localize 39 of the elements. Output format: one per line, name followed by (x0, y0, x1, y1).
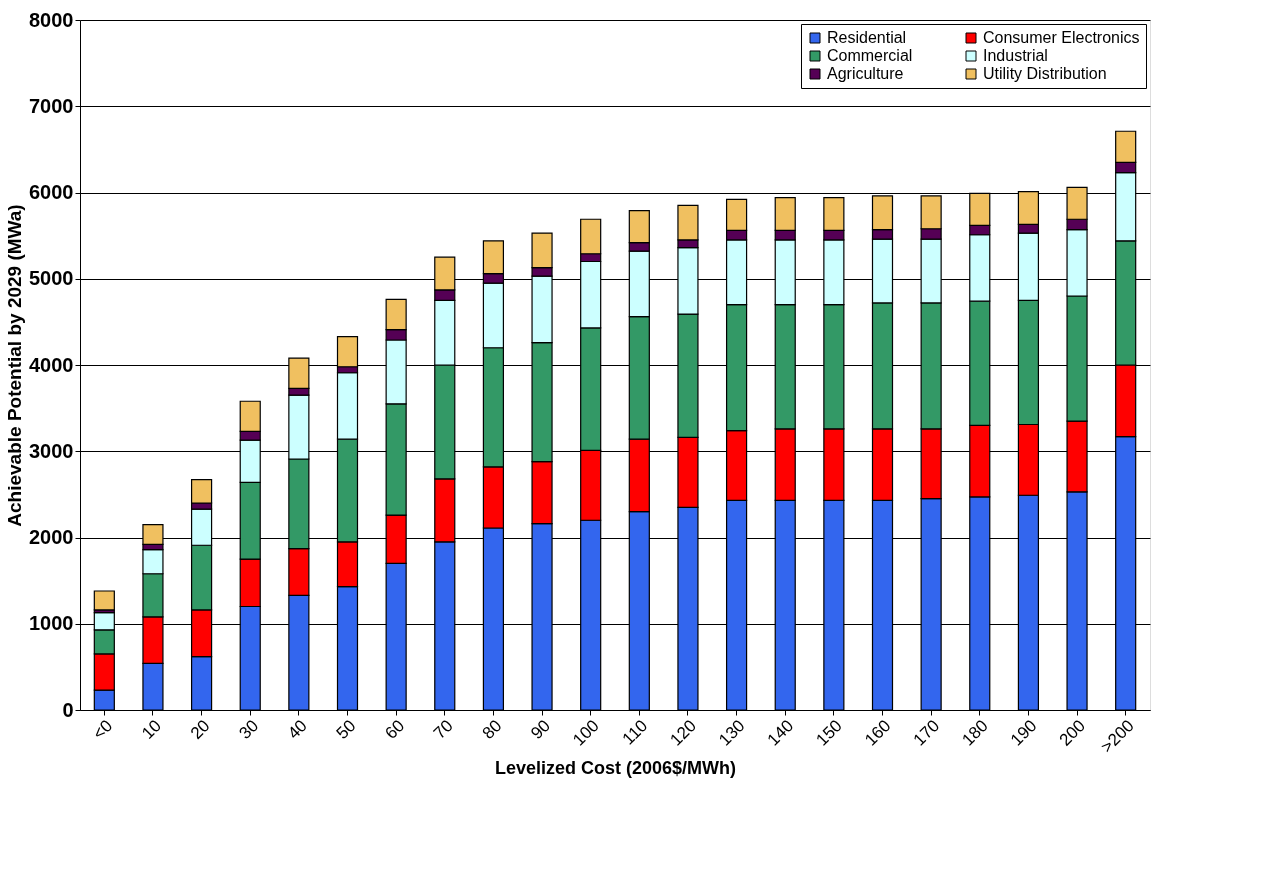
x-tick-label: 60 (381, 716, 409, 743)
legend-label: Utility Distribution (983, 65, 1107, 82)
x-tick-label: 30 (235, 716, 263, 743)
x-tick-label: <0 (89, 716, 117, 744)
x-tick-label: 100 (569, 716, 603, 750)
x-tick-label: 180 (958, 716, 992, 750)
x-tick-label: 140 (763, 716, 798, 750)
x-tick-label: 70 (429, 716, 457, 743)
x-tick-label: 80 (478, 716, 506, 743)
y-tick-label: 5000 (29, 267, 74, 290)
x-axis-title: Levelized Cost (2006$/MWh) (494, 757, 737, 778)
legend-label: Agriculture (827, 65, 904, 82)
x-tick-label: 40 (284, 716, 311, 743)
y-axis-title: Achievable Potential by 2029 (MWa) (4, 204, 26, 527)
legend-label: Industrial (983, 47, 1048, 64)
x-tick-label: 160 (861, 716, 895, 750)
x-tick-label: 10 (138, 716, 165, 743)
y-tick-label: 4000 (29, 353, 74, 376)
x-tick-label: 200 (1055, 716, 1090, 750)
x-tick-label: 90 (527, 716, 555, 743)
legend-label: Commercial (827, 47, 913, 64)
legend-label: Consumer Electronics (983, 29, 1140, 46)
y-tick-label: 2000 (29, 526, 74, 548)
bar (93, 590, 115, 611)
y-tick-label: 8000 (29, 8, 74, 31)
y-tick-label: 0 (62, 698, 74, 721)
x-tick-label: 50 (332, 716, 360, 743)
x-tick-label: 120 (666, 716, 700, 750)
x-tick-label: 20 (186, 716, 214, 743)
y-tick-label: 1000 (29, 612, 74, 635)
y-tick-label: 7000 (29, 94, 74, 117)
y-tick-label: 6000 (29, 181, 74, 203)
x-tick-label: 170 (909, 716, 944, 750)
x-tick-label: 190 (1006, 716, 1041, 750)
y-tick-label: 3000 (29, 439, 74, 462)
x-tick-label: 110 (618, 716, 652, 749)
x-tick-label: 150 (812, 716, 846, 750)
x-tick-label: 130 (715, 716, 749, 750)
legend-label: Residential (827, 29, 907, 46)
